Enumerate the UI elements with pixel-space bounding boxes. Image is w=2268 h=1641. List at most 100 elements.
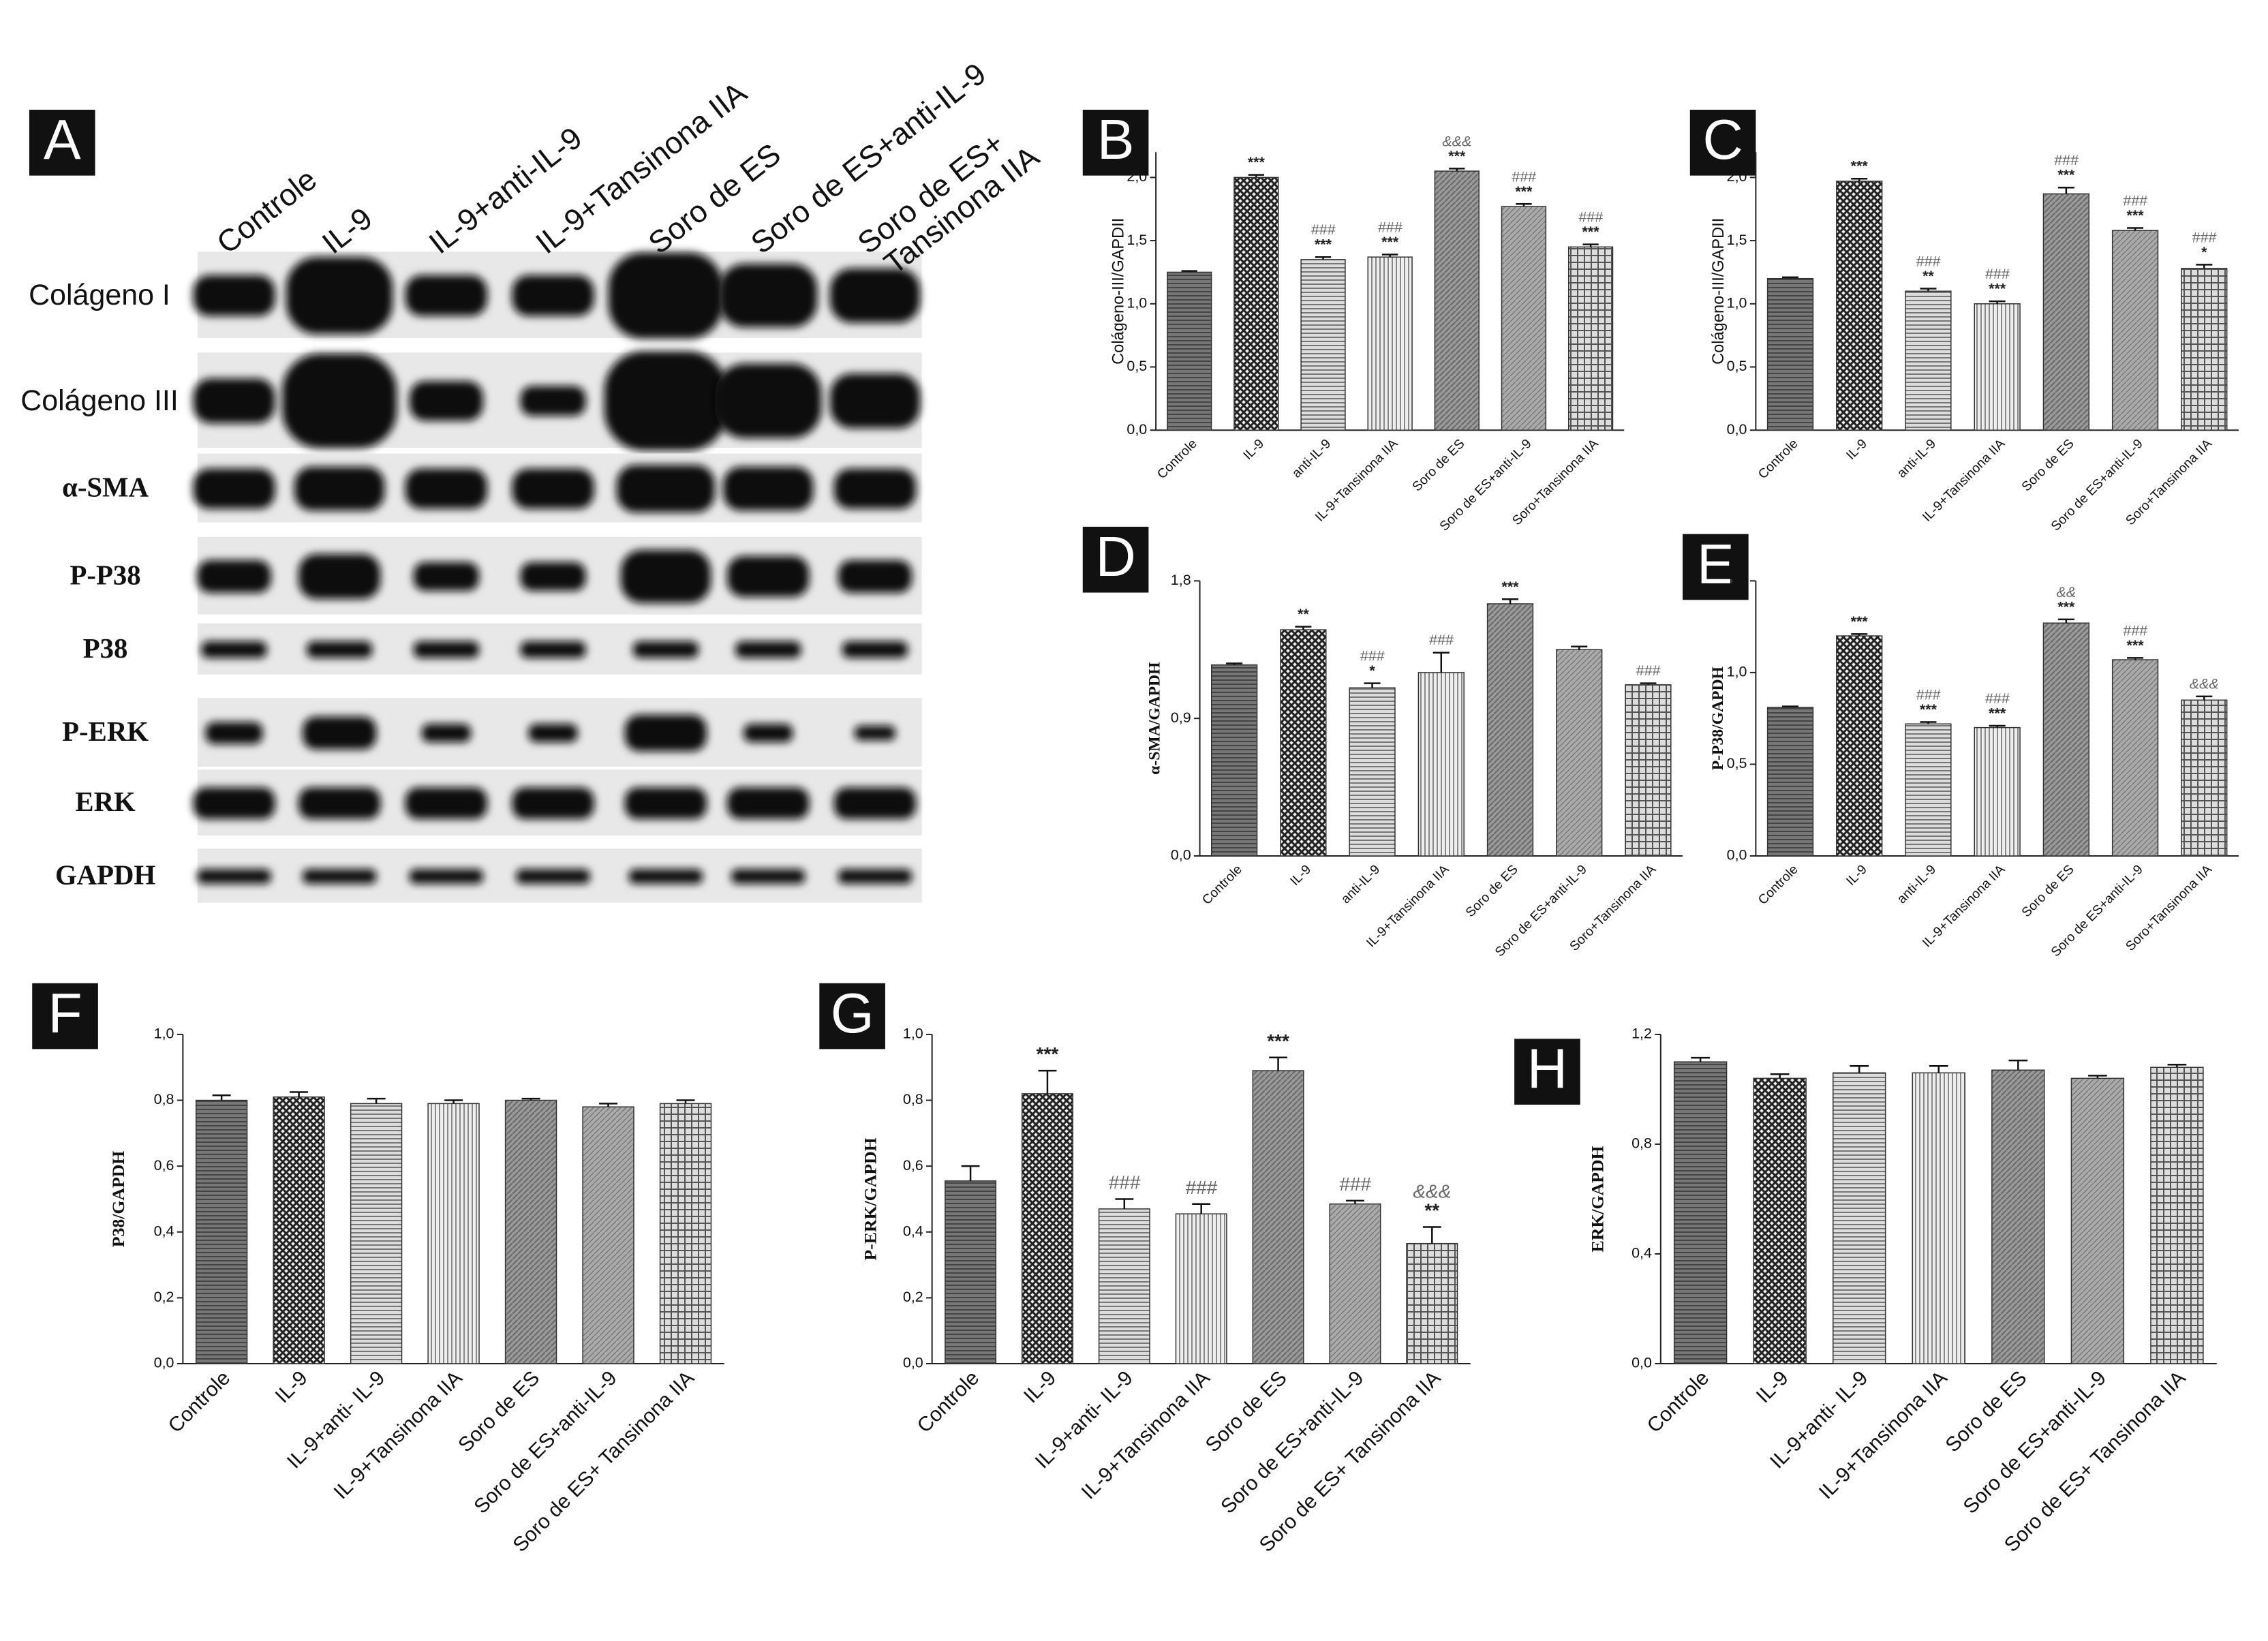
bar xyxy=(1567,246,1614,431)
blot-row-label: Colágeno I xyxy=(29,279,170,311)
blot-band xyxy=(632,641,699,658)
error-bar xyxy=(1851,177,1868,181)
y-tick-label: 1,5 xyxy=(1727,232,1747,248)
error-bar xyxy=(1381,254,1398,258)
y-axis-label: P38/GAPDH xyxy=(108,1151,128,1248)
blot-band xyxy=(620,549,711,603)
lane-label: IL-9+Tansinona IIA xyxy=(529,75,753,260)
significance-label: * xyxy=(1369,662,1375,679)
significance-label: *** xyxy=(1501,579,1519,595)
significance-label: ### xyxy=(1429,632,1454,648)
y-axis-label: α-SMA/GAPDH xyxy=(1146,662,1164,775)
blot-band xyxy=(307,641,373,658)
blot-band xyxy=(833,787,917,819)
significance-label: *** xyxy=(2127,637,2145,654)
y-tick-label: 2,0 xyxy=(1127,168,1147,185)
error-bar xyxy=(2196,695,2213,701)
error-bar xyxy=(2167,1063,2187,1068)
error-bar xyxy=(2057,186,2074,194)
y-tick-label: 0,0 xyxy=(1171,847,1191,863)
error-bar xyxy=(1571,645,1588,650)
significance-label: ### xyxy=(1378,219,1403,236)
x-tick-label: IL-9 xyxy=(1844,862,1870,888)
panel-label: D xyxy=(1095,526,1135,588)
error-bar xyxy=(1850,1064,1869,1073)
blot-band xyxy=(405,468,487,509)
x-tick-label: Soro de ES xyxy=(1463,862,1521,920)
significance-label: ### xyxy=(2123,622,2148,639)
blot-band xyxy=(512,275,594,316)
blot-band xyxy=(512,468,594,509)
error-bar xyxy=(1770,1073,1790,1079)
x-tick-label: Controle xyxy=(1154,437,1199,482)
error-bar xyxy=(2127,657,2144,660)
bar xyxy=(1280,629,1327,857)
significance-label: && xyxy=(2057,584,2077,600)
bar xyxy=(195,1099,248,1364)
significance-label: ### xyxy=(1185,1177,1217,1198)
blot-band xyxy=(281,353,397,448)
significance-label: *** xyxy=(1989,705,2006,721)
error-bar xyxy=(1640,682,1657,685)
bar xyxy=(2111,230,2159,431)
error-bar xyxy=(1781,276,1799,279)
blot-band xyxy=(409,869,483,884)
bar xyxy=(1300,259,1346,431)
y-tick-label: 0,6 xyxy=(903,1157,923,1174)
x-tick-label: anti-IL-9 xyxy=(1895,862,1939,906)
error-bar xyxy=(1346,1199,1364,1204)
bar xyxy=(2111,659,2159,857)
blot-band xyxy=(528,724,578,743)
panel-label: F xyxy=(48,983,82,1045)
blot-row-label: GAPDH xyxy=(55,860,156,891)
bar xyxy=(2070,1077,2125,1364)
error-bar xyxy=(2196,264,2213,269)
bar xyxy=(2042,622,2090,857)
blot-band xyxy=(854,725,895,741)
significance-label: *** xyxy=(1267,1030,1289,1052)
bar xyxy=(2042,193,2090,431)
y-tick-label: 0,4 xyxy=(1631,1245,1652,1261)
panel-label: C xyxy=(1702,109,1743,171)
blot-band xyxy=(298,553,381,599)
x-tick-label: Soro de ES xyxy=(2019,437,2077,495)
y-tick-label: 1,0 xyxy=(903,1026,923,1042)
panel-label-box xyxy=(32,983,98,1049)
bar xyxy=(1766,277,1814,431)
blot-band xyxy=(405,275,487,316)
bar xyxy=(1766,707,1814,857)
error-bar xyxy=(2127,227,2144,231)
blot-band xyxy=(833,468,917,509)
blot-row-label: P38 xyxy=(83,633,128,664)
y-tick-label: 0,8 xyxy=(1631,1135,1652,1152)
error-bar xyxy=(212,1094,231,1101)
x-tick-label: Soro de ES xyxy=(1410,437,1468,495)
blot-band xyxy=(624,787,707,819)
error-bar xyxy=(1181,270,1197,273)
significance-label: *** xyxy=(1448,148,1466,164)
significance-label: *** xyxy=(1851,613,1869,630)
significance-label: ### xyxy=(1916,687,1942,703)
blot-band xyxy=(715,363,822,439)
y-tick-label: 0,5 xyxy=(1727,358,1747,374)
error-bar xyxy=(676,1099,695,1104)
significance-label: &&& xyxy=(1442,133,1471,149)
bar xyxy=(1329,1203,1381,1364)
x-tick-label: Soro de ES+anti-IL-9 xyxy=(1959,1366,2111,1518)
blot-band xyxy=(409,381,483,421)
error-bar xyxy=(521,1097,540,1101)
blot-band xyxy=(628,869,703,884)
blot-band xyxy=(608,252,724,339)
panel-label-box xyxy=(29,110,95,176)
blot-band xyxy=(193,275,275,316)
significance-label: *** xyxy=(2127,207,2145,224)
panel-label-box xyxy=(819,983,885,1049)
significance-label: ### xyxy=(1916,254,1942,270)
significance-label: *** xyxy=(1920,701,1937,718)
bar xyxy=(1418,672,1465,857)
error-bar xyxy=(1501,598,1519,604)
bar xyxy=(659,1103,712,1364)
bar xyxy=(1406,1242,1458,1364)
panel-label: G xyxy=(831,983,874,1045)
